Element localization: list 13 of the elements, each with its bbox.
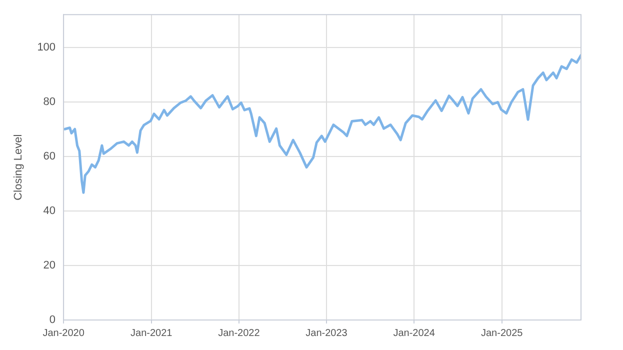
x-tick-label: Jan-2025 [480,328,524,339]
y-tick-label: 80 [43,96,56,108]
y-tick-label: 0 [49,314,56,326]
x-tick-label: Jan-2024 [393,328,436,339]
x-tick-label: Jan-2023 [306,328,348,339]
x-tick-label: Jan-2022 [218,328,260,339]
y-tick-label: 100 [37,41,56,54]
y-tick-label: 60 [43,150,56,162]
x-tick-label: Jan-2020 [42,328,85,339]
y-axis-title: Closing Level [12,134,25,200]
y-tick-label: 40 [43,204,56,217]
y-tick-label: 20 [43,259,56,272]
x-tick-label: Jan-2021 [130,328,173,339]
